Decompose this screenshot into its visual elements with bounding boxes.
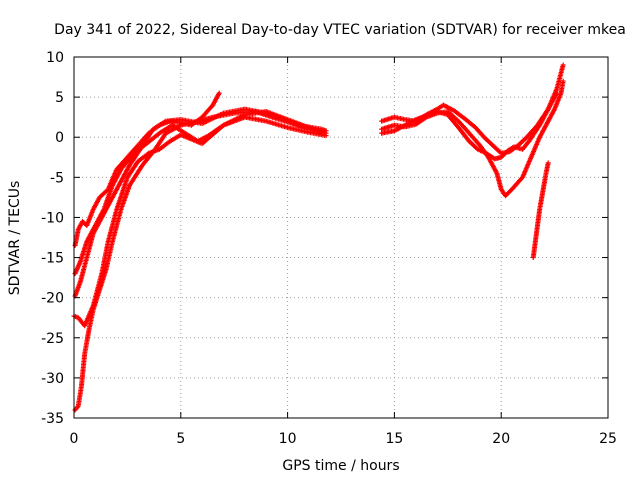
y-tick-label: -15 <box>41 251 64 267</box>
x-tick-label: 15 <box>385 431 403 447</box>
data-layer <box>71 62 566 413</box>
y-tick-label: -35 <box>41 411 64 427</box>
y-axis-label: SDTVAR / TECUs <box>7 181 23 296</box>
data-point <box>560 78 566 84</box>
y-tick-label: 5 <box>55 90 64 106</box>
series-track-h <box>379 90 560 162</box>
x-tick-label: 0 <box>70 431 79 447</box>
x-tick-label: 10 <box>279 431 297 447</box>
data-point <box>545 160 551 166</box>
plot-frame <box>73 56 609 419</box>
series-track-i <box>530 160 551 261</box>
y-tick-label: -5 <box>50 170 64 186</box>
y-tick-label: 10 <box>46 50 64 66</box>
y-tick-label: -20 <box>41 291 64 307</box>
data-point <box>216 90 222 96</box>
tick-layer: 0 5 10 15 20 25 -35 -30 -25 -20 -15 -10 -5 0 5 10 <box>41 50 617 447</box>
data-point <box>74 404 80 410</box>
chart-title: Day 341 of 2022, Sidereal Day-to-day VTE… <box>54 22 626 38</box>
y-tick-label: -25 <box>41 331 64 347</box>
y-tick-label: -30 <box>41 371 64 387</box>
series-track-c <box>71 109 329 329</box>
series-track-d <box>72 109 329 413</box>
data-point <box>319 128 325 134</box>
data-point <box>554 90 560 96</box>
y-tick-label: 0 <box>55 130 64 146</box>
x-tick-label: 5 <box>176 431 185 447</box>
grid-layer <box>74 57 608 418</box>
series-track-g <box>379 78 566 199</box>
series-track-e <box>72 106 325 299</box>
x-tick-label: 20 <box>492 431 510 447</box>
y-tick-label: -10 <box>41 210 64 226</box>
data-point <box>560 62 566 68</box>
x-axis-label: GPS time / hours <box>282 458 399 474</box>
x-tick-label: 25 <box>599 431 617 447</box>
data-point <box>323 128 329 134</box>
